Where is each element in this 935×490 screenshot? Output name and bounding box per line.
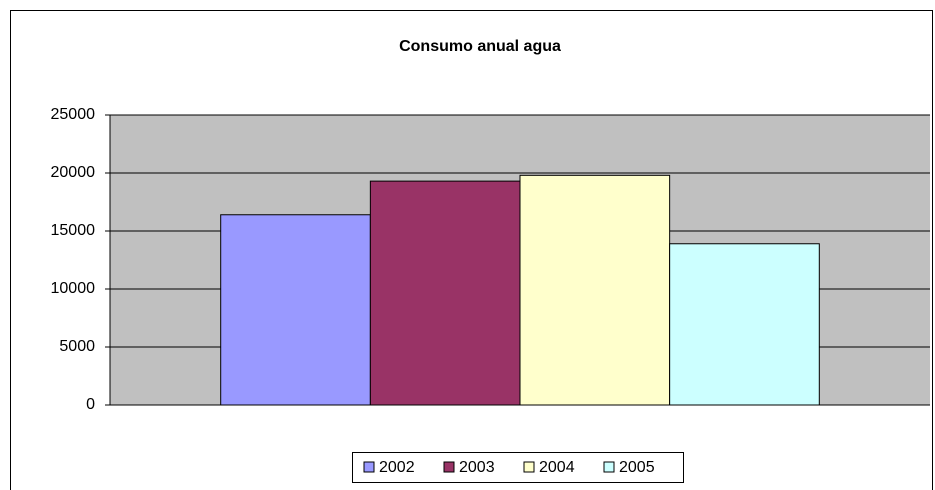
- bar: [669, 243, 820, 406]
- legend-label: 2002: [379, 459, 415, 476]
- legend-label: 2005: [619, 459, 655, 476]
- y-tick-label: 10000: [51, 280, 96, 297]
- y-tick-label: 0: [86, 396, 95, 413]
- chart-title: Consumo anual agua: [399, 38, 561, 55]
- y-tick-label: 25000: [51, 106, 96, 123]
- y-tick-label: 5000: [59, 338, 95, 355]
- legend-label: 2004: [539, 459, 575, 476]
- legend-swatch: [603, 461, 615, 473]
- legend-swatch: [523, 461, 535, 473]
- legend-box: [352, 452, 684, 483]
- legend-swatch: [363, 461, 375, 473]
- y-tick-label: 20000: [51, 164, 96, 181]
- bar: [369, 180, 521, 406]
- bar: [220, 214, 371, 406]
- bar: [519, 174, 671, 406]
- legend-swatch: [443, 461, 455, 473]
- legend-label: 2003: [459, 459, 495, 476]
- y-tick-label: 15000: [51, 222, 96, 239]
